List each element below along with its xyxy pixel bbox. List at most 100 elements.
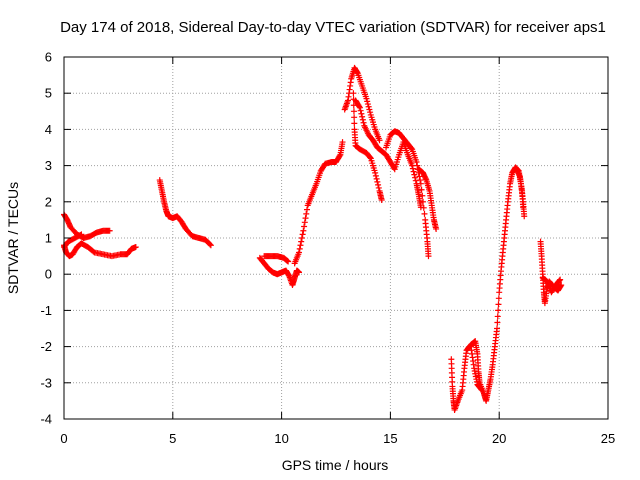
grid-lines	[64, 57, 608, 419]
x-tick-label: 0	[60, 431, 67, 446]
data-point	[417, 180, 424, 187]
data-point	[296, 269, 303, 276]
data-point	[360, 119, 367, 126]
data-point	[365, 103, 372, 110]
data-points	[61, 64, 565, 413]
data-point	[433, 225, 440, 232]
data-point	[557, 276, 564, 283]
y-tick-label: -4	[40, 412, 52, 427]
data-point	[373, 175, 380, 182]
x-tick-label: 25	[601, 431, 615, 446]
data-point	[372, 172, 379, 179]
data-point	[302, 215, 309, 222]
y-tick-label: 1	[45, 231, 52, 246]
data-point	[420, 204, 427, 211]
data-point	[299, 231, 306, 238]
data-point	[296, 245, 303, 252]
data-point	[359, 113, 366, 120]
data-point	[378, 196, 385, 203]
data-point	[495, 301, 502, 308]
y-tick-label: 6	[45, 50, 52, 65]
data-point	[556, 277, 563, 284]
x-tick-label: 5	[169, 431, 176, 446]
data-point	[521, 213, 528, 220]
data-point	[408, 145, 415, 152]
data-point	[416, 173, 423, 180]
data-point	[494, 325, 501, 332]
x-axis-label: GPS time / hours	[282, 457, 389, 473]
data-point	[418, 186, 425, 193]
data-point	[297, 242, 304, 249]
data-point	[77, 231, 84, 238]
data-point	[356, 104, 363, 111]
data-point	[363, 95, 370, 102]
data-point	[350, 90, 357, 97]
data-point	[296, 249, 303, 256]
data-point	[132, 244, 139, 251]
data-point	[478, 387, 485, 394]
data-point	[206, 241, 213, 248]
data-point	[303, 206, 310, 213]
y-tick-label: -2	[40, 339, 52, 354]
data-point	[367, 154, 374, 161]
chart-title: Day 174 of 2018, Sidereal Day-to-day VTE…	[60, 19, 606, 36]
data-point	[364, 98, 371, 105]
y-tick-label: -1	[40, 303, 52, 318]
data-point	[207, 242, 214, 249]
data-point	[375, 184, 382, 191]
y-tick-label: 4	[45, 122, 52, 137]
data-point	[413, 158, 420, 165]
data-point	[495, 307, 502, 314]
data-point	[284, 257, 291, 264]
data-point	[366, 106, 373, 113]
y-tick-label: 3	[45, 158, 52, 173]
data-point	[357, 107, 364, 114]
data-point	[301, 219, 308, 226]
data-point	[78, 231, 85, 238]
data-point	[364, 101, 371, 108]
x-tick-label: 10	[274, 431, 288, 446]
data-point	[358, 110, 365, 117]
data-point	[300, 227, 307, 234]
y-tick-label: 0	[45, 267, 52, 282]
data-point	[412, 177, 419, 184]
data-point	[414, 162, 421, 169]
data-point	[375, 181, 382, 188]
data-point	[417, 204, 424, 211]
x-tick-label: 15	[383, 431, 397, 446]
data-point	[298, 235, 305, 241]
data-point	[419, 192, 426, 199]
data-point	[494, 313, 501, 320]
data-point	[421, 210, 428, 217]
y-tick-label: 5	[45, 86, 52, 101]
data-point	[351, 120, 358, 127]
data-point	[374, 178, 381, 185]
y-axis-label: SDTVAR / TECUs	[5, 182, 21, 294]
data-point	[339, 139, 346, 146]
data-point	[409, 165, 416, 172]
data-point	[106, 227, 113, 234]
data-point	[410, 168, 417, 175]
data-point	[301, 223, 308, 230]
data-point	[520, 204, 527, 211]
data-point	[412, 174, 419, 181]
data-point	[420, 198, 427, 205]
axis-ticks: 0 5 10 15 20 25 -4 -3 -2 -1 0 1 2 3 4 5 6	[40, 50, 615, 447]
y-tick-label: 2	[45, 194, 52, 209]
data-point	[336, 152, 343, 159]
x-tick-label: 20	[492, 431, 506, 446]
data-point	[417, 177, 424, 184]
data-point	[350, 108, 357, 115]
data-point	[478, 386, 485, 393]
data-point	[356, 103, 363, 110]
data-point	[359, 116, 366, 123]
data-point	[411, 171, 418, 178]
data-point	[351, 114, 358, 121]
data-point	[298, 238, 305, 245]
data-point	[558, 282, 565, 289]
y-tick-label: -3	[40, 375, 52, 390]
data-point	[425, 253, 432, 260]
data-point	[303, 210, 310, 217]
